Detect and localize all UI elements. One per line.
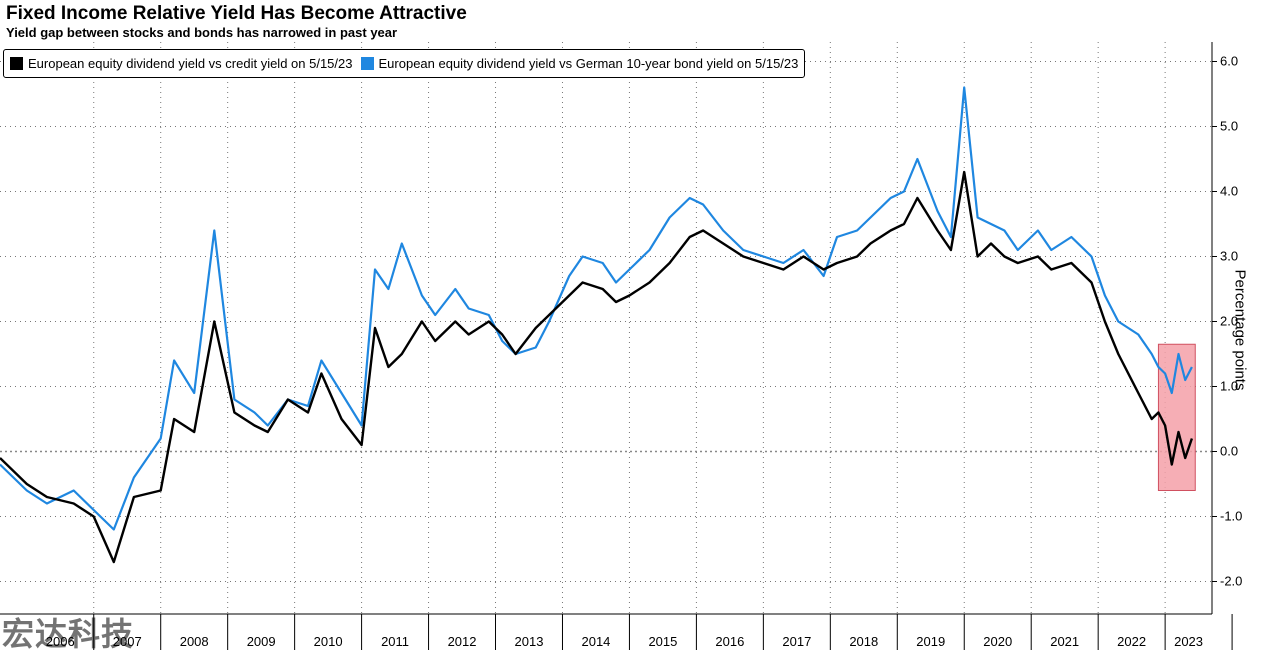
x-tick-label: 2010 bbox=[314, 634, 343, 649]
x-tick-label: 2022 bbox=[1117, 634, 1146, 649]
x-tick-label: 2009 bbox=[247, 634, 276, 649]
highlight-box bbox=[1157, 343, 1196, 491]
y-tick-label: 0.0 bbox=[1220, 444, 1238, 459]
x-tick-label: 2008 bbox=[180, 634, 209, 649]
y-axis-label: Percentage points bbox=[1231, 269, 1249, 391]
x-tick-label: 2020 bbox=[983, 634, 1012, 649]
y-tick-label: 6.0 bbox=[1220, 54, 1238, 69]
x-tick-label: 2011 bbox=[381, 634, 409, 649]
legend: European equity dividend yield vs credit… bbox=[3, 49, 806, 78]
x-tick-label: 2014 bbox=[581, 634, 610, 649]
x-tick-label: 2013 bbox=[515, 634, 544, 649]
legend-label-credit: European equity dividend yield vs credit… bbox=[28, 56, 353, 71]
y-tick-label: 5.0 bbox=[1220, 119, 1238, 134]
x-tick-label: 2023 bbox=[1174, 634, 1203, 649]
x-tick-label: 2015 bbox=[648, 634, 677, 649]
grid-lines bbox=[0, 42, 1212, 614]
series-lines bbox=[0, 86, 1194, 564]
y-tick-label: 2.0 bbox=[1220, 314, 1238, 329]
legend-item-bund: European equity dividend yield vs German… bbox=[360, 56, 799, 71]
y-tick-label: -1.0 bbox=[1220, 509, 1242, 524]
x-tick-label: 2006 bbox=[46, 634, 75, 649]
watermark-logo: 宏达科技 bbox=[2, 615, 135, 653]
y-tick-label: -2.0 bbox=[1220, 574, 1242, 589]
y-tick-label: 4.0 bbox=[1220, 184, 1238, 199]
series-line-bund bbox=[0, 86, 1193, 531]
x-tick-label: 2017 bbox=[782, 634, 811, 649]
legend-item-credit: European equity dividend yield vs credit… bbox=[10, 56, 353, 71]
highlight-region bbox=[1157, 343, 1196, 491]
series-line-credit bbox=[0, 170, 1194, 564]
chart-subtitle: Yield gap between stocks and bonds has n… bbox=[6, 25, 398, 40]
x-tick-label: 2018 bbox=[849, 634, 878, 649]
x-tick-label: 2021 bbox=[1050, 634, 1079, 649]
y-tick-label: 3.0 bbox=[1220, 249, 1238, 264]
legend-swatch-black bbox=[10, 57, 23, 70]
y-tick-label: 1.0 bbox=[1220, 379, 1238, 394]
legend-label-bund: European equity dividend yield vs German… bbox=[378, 56, 799, 71]
x-tick-label: 2007 bbox=[113, 634, 142, 649]
legend-swatch-blue bbox=[360, 57, 374, 70]
axes: -2.0 -1.0 0.0 1.0 2.0 3.0 4.0 5.0 6.0 2006 2007 200… bbox=[0, 42, 1242, 650]
x-tick-label: 2016 bbox=[715, 634, 744, 649]
chart-title: Fixed Income Relative Yield Has Become A… bbox=[6, 3, 467, 24]
x-tick-label: 2019 bbox=[916, 634, 945, 649]
x-tick-label: 2012 bbox=[448, 634, 477, 649]
